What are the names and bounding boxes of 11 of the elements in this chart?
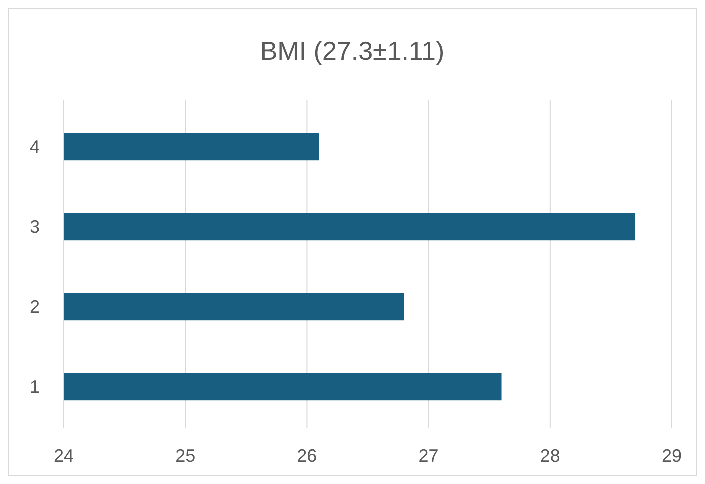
y-tick-label: 4 <box>30 137 40 157</box>
y-tick-label: 2 <box>30 297 40 317</box>
x-tick-label: 25 <box>176 446 196 466</box>
x-tick-label: 24 <box>54 446 74 466</box>
chart-title: BMI (27.3±1.11) <box>260 36 445 66</box>
x-tick-label: 26 <box>297 446 318 466</box>
y-tick-label: 1 <box>30 377 40 397</box>
y-tick-label: 3 <box>30 217 40 237</box>
x-tick-label: 28 <box>540 446 560 466</box>
x-tick-label: 29 <box>662 446 682 466</box>
x-tick-label: 27 <box>418 446 439 466</box>
